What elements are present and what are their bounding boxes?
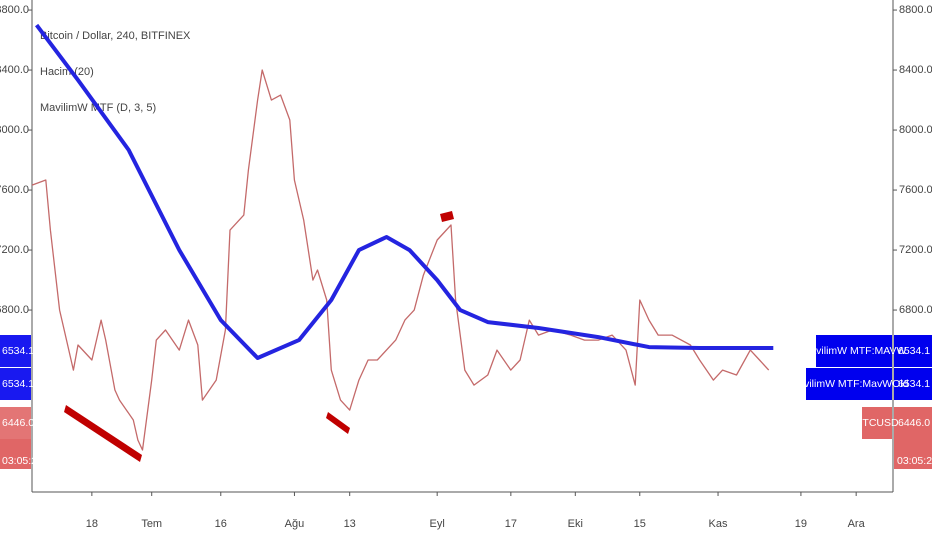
y-tick-label: 7600.0 [899, 184, 932, 196]
y-tick-label: 6800.0 [0, 304, 29, 316]
price-tag-value: 6446.0 [898, 417, 930, 429]
time-tag [0, 439, 31, 469]
price-tag-value: 6446.0 [2, 417, 34, 429]
x-tick-label: Ağu [285, 518, 305, 530]
x-tick-label: Ara [848, 518, 866, 530]
price-tag [0, 368, 31, 400]
series-tag [862, 407, 892, 439]
price-tag-value: 6534.1 [898, 345, 930, 357]
chart-title: Bitcoin / Dollar, 240, BITFINEX [40, 30, 191, 42]
trend-annotation [64, 405, 142, 462]
price-tag-value: 6534.1 [2, 345, 34, 357]
y-tick-label: 8800.0 [899, 4, 932, 16]
y-tick-label: 7600.0 [0, 184, 29, 196]
x-tick-label: 18 [86, 518, 98, 530]
x-tick-label: Tem [141, 518, 162, 530]
time-tag [894, 439, 932, 469]
marker-annotation [440, 211, 454, 222]
price-tag [0, 407, 31, 439]
y-tick-label: 7200.0 [899, 244, 932, 256]
price-tag-value: 6534.1 [898, 378, 930, 390]
price-tag [894, 368, 932, 400]
x-tick-label: Eki [568, 518, 583, 530]
time-tag-label: 03:05:28 [897, 455, 932, 467]
x-tick-label: Kas [709, 518, 728, 530]
price-tag [894, 335, 932, 367]
y-tick-label: 8000.0 [0, 124, 29, 136]
series-tag-name: MavilimW MTF:MAVW [802, 345, 907, 357]
y-tick-label: 7200.0 [0, 244, 29, 256]
x-tick-label: 17 [505, 518, 517, 530]
series-tag-name: MavilimW MTF:MavWOld [790, 378, 909, 390]
time-tag-label: 03:05:28 [2, 455, 43, 467]
price-line [31, 69, 770, 451]
y-tick-label: 8000.0 [899, 124, 932, 136]
series-tag [816, 335, 892, 367]
x-tick-label: Eyl [430, 518, 445, 530]
x-tick-label: 19 [795, 518, 807, 530]
series-tag-name: BTCUSD [855, 417, 899, 429]
price-tag-value: 6534.1 [2, 378, 34, 390]
y-tick-label: 8400.0 [899, 64, 932, 76]
indicator-label: Hacim (20) [40, 66, 94, 78]
y-tick-label: 8800.0 [0, 4, 29, 16]
x-tick-label: 15 [634, 518, 646, 530]
y-tick-label: 8400.0 [0, 64, 29, 76]
series-tag [806, 368, 892, 400]
indicator-line [35, 23, 774, 360]
x-tick-label: 16 [215, 518, 227, 530]
y-tick-label: 6800.0 [899, 304, 932, 316]
trend-annotation [326, 412, 350, 434]
x-tick-label: 13 [344, 518, 356, 530]
price-tag [0, 335, 31, 367]
price-tag [894, 407, 932, 439]
